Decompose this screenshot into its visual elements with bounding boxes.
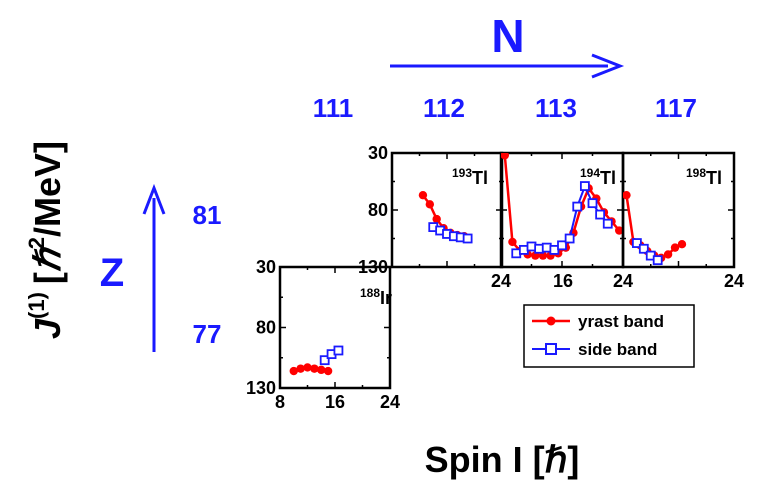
yrast-point	[296, 364, 305, 373]
nucleus-label: 194Tl	[580, 166, 616, 188]
yrast-point	[303, 363, 312, 372]
panel-plot-area	[289, 345, 344, 376]
yrast-point	[289, 366, 298, 376]
yrast-point	[425, 200, 435, 209]
yrast-point	[508, 237, 517, 247]
nucleus-symbol: Tl	[706, 168, 722, 188]
yrast-point	[418, 190, 428, 200]
nucleus-mass: 193	[452, 166, 472, 180]
y-title-sup: (1)	[24, 292, 49, 319]
x-tick-label: 24	[380, 392, 400, 412]
side-point	[333, 345, 344, 356]
y-axis-title: J(1) [ℏ2/MeV]	[24, 141, 68, 339]
yrast-point	[663, 250, 673, 259]
yrast-point	[317, 365, 326, 375]
y-tick-label: 80	[256, 318, 276, 338]
side-point	[557, 240, 567, 251]
nucleus-label: 188Ir	[360, 286, 392, 308]
panel-ticks	[279, 266, 391, 389]
yrast-point	[432, 214, 441, 224]
nucleus-symbol: Tl	[600, 168, 616, 188]
x-tick-label: 24	[491, 271, 511, 291]
y-tick-label: 80	[368, 200, 388, 220]
legend-side-label: side band	[578, 340, 657, 359]
y-tick-label: 30	[368, 143, 388, 163]
z-value-81: 81	[193, 200, 222, 230]
yrast-point	[323, 366, 333, 376]
side-point	[638, 243, 649, 254]
nucleus-symbol: Tl	[472, 168, 488, 188]
y-title-bracket: [	[27, 272, 68, 284]
panel-193tl: 30 80 130 193Tl	[358, 143, 504, 277]
yrast-point	[310, 364, 319, 373]
n-value-112: 112	[423, 93, 465, 123]
panel-plot-area	[623, 190, 687, 266]
x-tick-label: 16	[325, 392, 345, 412]
n-value-117: 117	[655, 93, 697, 123]
side-point	[595, 209, 606, 220]
nucleus-mass: 198	[686, 166, 706, 180]
y-title-main: J	[27, 318, 68, 339]
nucleus-label: 198Tl	[686, 166, 722, 188]
nucleus-symbol: Ir	[380, 288, 392, 308]
x-tick-label: 8	[275, 392, 285, 412]
side-point	[319, 355, 330, 366]
legend-box	[523, 304, 695, 368]
side-point	[652, 255, 663, 266]
side-point	[579, 181, 590, 191]
z-value-77: 77	[193, 319, 222, 349]
yrast-point	[623, 190, 631, 200]
y-title-unit: /MeV]	[27, 141, 68, 237]
legend-yrast-label: yrast band	[578, 312, 664, 331]
yrast-point	[614, 226, 623, 235]
nucleus-mass: 188	[360, 286, 380, 300]
legend-side-marker	[545, 343, 557, 355]
side-point	[631, 238, 642, 248]
nucleus-mass: 194	[580, 166, 600, 180]
svg-text:J(1)[ℏ2/MeV]: J(1) [ℏ2/MeV]	[24, 141, 68, 339]
z-arrow	[142, 183, 166, 352]
y-title-exp: 2	[24, 237, 49, 249]
n-arrow	[390, 53, 625, 79]
side-point	[564, 233, 575, 244]
side-point	[462, 233, 473, 244]
panel-ticks	[622, 152, 735, 268]
x-tick-label: 24	[613, 271, 633, 291]
n-value-111: 111	[313, 93, 354, 123]
y-tick-label: 30	[256, 257, 276, 277]
n-value-113: 113	[535, 93, 577, 123]
yrast-point	[501, 153, 510, 160]
side-point	[572, 201, 583, 212]
x-tick-label: 16	[553, 271, 573, 291]
yrast-point	[677, 240, 687, 249]
x-axis-title: Spin I [ℏ]	[425, 439, 580, 480]
panel-188ir: 8 16 24 30 80 130 188Ir	[246, 257, 400, 412]
panel-198tl: 24 198Tl	[621, 151, 744, 291]
panel-plot-area	[501, 153, 623, 260]
n-arrow-label: N	[491, 10, 524, 62]
yrast-point	[670, 243, 680, 252]
y-tick-label: 130	[358, 257, 388, 277]
side-point	[587, 198, 598, 209]
y-title-hbar: ℏ	[27, 246, 68, 272]
z-arrow-label: Z	[100, 251, 124, 295]
legend: yrast band side band	[523, 304, 695, 368]
panel-plot-area	[418, 190, 473, 244]
side-point	[602, 218, 613, 229]
panel-194tl: 24 16 24 194Tl	[491, 151, 633, 291]
x-tick-label: 24	[724, 271, 744, 291]
nucleus-label: 193Tl	[452, 166, 488, 188]
legend-yrast-marker	[546, 316, 556, 326]
y-tick-label: 130	[246, 378, 276, 398]
